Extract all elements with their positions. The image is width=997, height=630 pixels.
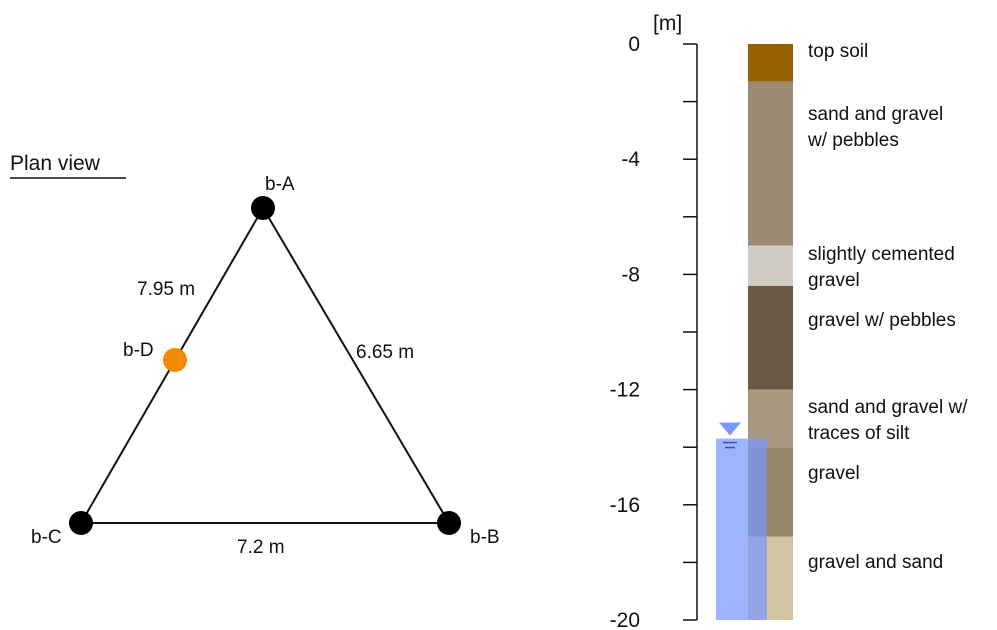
soil-layer-label: gravel [808, 463, 860, 484]
depth-tick-label: -12 [610, 379, 640, 402]
borehole-profile: [m] 0 -4 -8 -12 -16 -20 top soil sand and grav… [610, 12, 969, 630]
soil-layer-label: w/ pebbles [807, 130, 899, 151]
depth-tick-label: -16 [610, 494, 640, 517]
soil-layer-label: sand and gravel [808, 104, 943, 125]
borehole-b-marker [437, 511, 461, 535]
soil-layer [748, 389, 793, 448]
depth-tick-label: -8 [621, 263, 640, 286]
plan-view: Plan view b-A b-B b-C b-D 7.95 m 6.65 m … [10, 152, 500, 558]
depth-tick-label: -4 [621, 148, 640, 171]
depth-axis-ticks: 0 -4 -8 -12 -16 -20 [610, 33, 697, 630]
soil-layer [748, 245, 793, 286]
borehole-c-label: b-C [31, 527, 62, 548]
soil-layer-label: gravel [808, 270, 860, 291]
borehole-c-marker [69, 511, 93, 535]
soil-layer [748, 44, 793, 82]
soil-layer-labels: top soil sand and gravel w/ pebbles slightl… [807, 41, 968, 573]
soil-layer [748, 285, 793, 390]
edge-a-b [262, 207, 450, 524]
plan-view-title: Plan view [10, 152, 101, 175]
soil-layer [748, 81, 793, 246]
water-table-symbol [719, 422, 741, 436]
groundwater [716, 422, 767, 620]
soil-layer-label: traces of silt [808, 423, 910, 444]
distance-c-b-label: 7.2 m [237, 537, 285, 558]
depth-tick-label: 0 [628, 33, 640, 56]
soil-layer-label: slightly cemented [808, 244, 955, 265]
borehole-b-label: b-B [470, 527, 500, 548]
soil-layer-label: gravel and sand [808, 552, 943, 573]
borehole-a-marker [251, 196, 275, 220]
distance-a-b-label: 6.65 m [356, 342, 414, 363]
depth-tick-label: -20 [610, 609, 640, 630]
borehole-d-label: b-D [123, 340, 154, 361]
soil-layer-label: gravel w/ pebbles [808, 310, 956, 331]
soil-layer-label: top soil [808, 41, 868, 62]
borehole-a-label: b-A [265, 174, 295, 195]
borehole-d-marker [163, 348, 187, 372]
soil-layer-label: sand and gravel w/ [808, 397, 968, 418]
depth-unit-label: [m] [653, 12, 682, 35]
distance-c-a-label: 7.95 m [137, 279, 195, 300]
groundwater-zone [716, 438, 767, 620]
